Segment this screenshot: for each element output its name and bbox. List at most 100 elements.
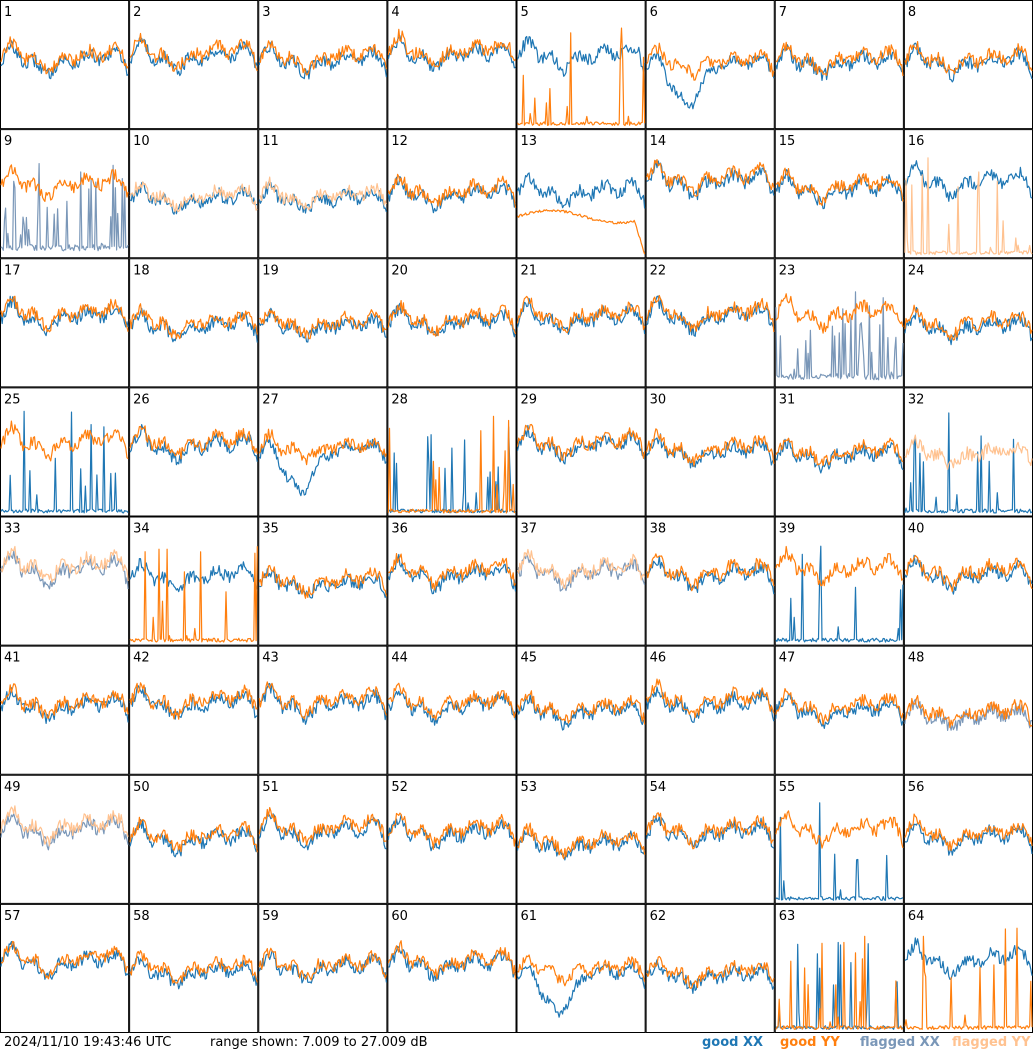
- series-xx-tile-39: [775, 545, 904, 643]
- series-yy-tile-19: [259, 308, 387, 340]
- tile-label: 42: [133, 651, 150, 666]
- tile-frame: [516, 516, 646, 646]
- tile-frame: [129, 774, 259, 904]
- tile-frame: [903, 903, 1033, 1033]
- tile-label: 19: [262, 263, 279, 278]
- tile-frame: [774, 774, 904, 904]
- tile-label: 61: [521, 909, 538, 924]
- tile-label: 41: [4, 651, 21, 666]
- legend-good-xx: good XX: [702, 1035, 764, 1050]
- tile-label: 7: [779, 5, 787, 20]
- tile-frame: [645, 516, 775, 646]
- tile-label: 4: [391, 5, 399, 20]
- series-yy-tile-40: [904, 554, 1033, 592]
- tile-label: 14: [650, 134, 667, 149]
- tile-29: 29: [516, 387, 646, 517]
- tile-23: 23: [774, 258, 904, 388]
- tile-frame: [516, 258, 646, 388]
- tile-label: 5: [521, 5, 529, 20]
- series-xx-tile-36: [387, 553, 517, 595]
- tile-label: 10: [133, 134, 150, 149]
- tile-label: 55: [779, 780, 796, 795]
- series-yy-tile-2: [129, 32, 258, 72]
- tile-frame: [129, 516, 259, 646]
- tile-45: 45: [516, 645, 646, 775]
- tile-label: 28: [391, 392, 408, 407]
- tile-label: 26: [133, 392, 150, 407]
- tile-label: 12: [391, 134, 408, 149]
- tile-label: 1: [4, 5, 12, 20]
- tile-frame: [387, 0, 517, 130]
- tile-59: 59: [258, 903, 388, 1033]
- tile-label: 29: [521, 392, 538, 407]
- series-xx-tile-53: [516, 829, 646, 861]
- tile-label: 2: [133, 5, 141, 20]
- tile-label: 17: [4, 263, 21, 278]
- series-yy-tile-51: [258, 807, 387, 846]
- series-xx-tile-30: [646, 433, 775, 469]
- tile-label: 13: [521, 134, 538, 149]
- tile-label: 38: [650, 522, 667, 537]
- tile-frame: [129, 0, 259, 130]
- tile-label: 27: [262, 392, 279, 407]
- tile-label: 9: [4, 134, 12, 149]
- tile-label: 36: [391, 522, 408, 537]
- series-xx-tile-25: [0, 410, 129, 514]
- tile-label: 48: [908, 651, 925, 666]
- series-yy-tile-17: [0, 295, 129, 333]
- tile-46: 46: [645, 645, 775, 775]
- series-xx-tile-54: [646, 815, 775, 849]
- tile-30: 30: [645, 387, 775, 517]
- series-yy-tile-1: [0, 36, 129, 75]
- tile-39: 39: [774, 516, 904, 646]
- tile-label: 49: [4, 780, 21, 795]
- tile-31: 31: [774, 387, 904, 517]
- series-xx-tile-38: [646, 555, 775, 595]
- series-xx-tile-37: [516, 552, 646, 592]
- series-yy-tile-62: [646, 955, 775, 989]
- tile-9: 9: [0, 129, 130, 259]
- series-xx-tile-23: [775, 291, 904, 381]
- series-yy-tile-58: [129, 950, 258, 984]
- tile-5: 5: [516, 0, 646, 130]
- series-yy-tile-34: [129, 546, 258, 643]
- series-xx-tile-5: [516, 35, 646, 77]
- tile-17: 17: [0, 258, 130, 388]
- tile-frame: [129, 645, 259, 775]
- tile-33: 33: [0, 516, 130, 646]
- tile-36: 36: [387, 516, 517, 646]
- tile-52: 52: [387, 774, 517, 904]
- tile-15: 15: [774, 129, 904, 259]
- series-xx-tile-34: [129, 558, 258, 593]
- series-yy-tile-8: [904, 41, 1033, 75]
- tile-22: 22: [645, 258, 775, 388]
- timestamp-label: 2024/11/10 19:43:46 UTC: [4, 1035, 172, 1050]
- tile-label: 46: [650, 651, 667, 666]
- tile-label: 53: [521, 780, 538, 795]
- tile-37: 37: [516, 516, 646, 646]
- series-yy-tile-18: [129, 303, 258, 340]
- tile-38: 38: [645, 516, 775, 646]
- tile-40: 40: [903, 516, 1033, 646]
- tile-label: 43: [262, 651, 279, 666]
- tile-34: 34: [129, 516, 259, 646]
- series-yy-tile-30: [646, 428, 775, 467]
- series-yy-tile-55: [775, 810, 904, 849]
- tile-61: 61: [516, 903, 646, 1033]
- tile-35: 35: [258, 516, 388, 646]
- series-xx-tile-55: [775, 802, 904, 901]
- tile-10: 10: [129, 129, 259, 259]
- tile-label: 37: [521, 522, 538, 537]
- tile-frame: [129, 387, 259, 517]
- tile-label: 18: [133, 263, 150, 278]
- series-yy-tile-49: [0, 805, 129, 847]
- series-xx-tile-58: [129, 956, 258, 990]
- tile-label: 11: [262, 134, 279, 149]
- tile-label: 58: [133, 909, 150, 924]
- tile-label: 62: [650, 909, 667, 924]
- tile-63: 63: [774, 903, 904, 1033]
- series-xx-tile-32: [904, 412, 1033, 514]
- series-yy-tile-21: [516, 295, 646, 334]
- series-yy-tile-29: [516, 423, 646, 461]
